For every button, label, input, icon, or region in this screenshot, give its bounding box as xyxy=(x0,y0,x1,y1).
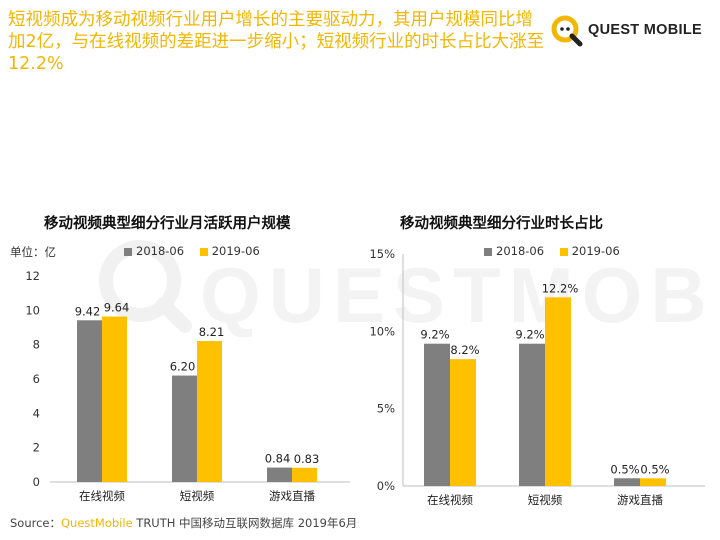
bar xyxy=(545,297,571,486)
x-tick-label: 在线视频 xyxy=(427,493,473,507)
bar xyxy=(519,343,545,486)
left-chart-title: 移动视频典型细分行业月活跃用户规模 xyxy=(44,216,291,232)
x-tick-label: 游戏直播 xyxy=(617,493,663,507)
left-unit-label: 单位：亿 xyxy=(10,245,56,259)
legend-label-2018: 2018-06 xyxy=(496,244,545,258)
y-tick-label: 2 xyxy=(33,441,40,455)
data-label: 9.64 xyxy=(104,301,130,315)
legend-item-2019: 2019-06 xyxy=(559,244,620,258)
y-tick-label: 8 xyxy=(33,338,40,352)
logo-text: QUEST MOBILE xyxy=(588,22,702,38)
source-rest: TRUTH 中国移动互联网数据库 2019年6月 xyxy=(132,516,358,530)
data-label: 0.5% xyxy=(640,462,669,476)
bar xyxy=(267,467,292,482)
source-brand: QuestMobile xyxy=(61,516,133,530)
y-tick-label: 10% xyxy=(369,324,395,338)
y-tick-label: 4 xyxy=(33,406,40,420)
headline: 短视频成为移动视频行业用户增长的主要驱动力，其用户规模同比增加2亿，与在线视频的… xyxy=(8,10,545,74)
left-bar-chart: 0 2 4 6 8 10 12 9.42 9.64 在线视频 6.20 8.21 短视频 0.84 0.83… xyxy=(25,269,350,503)
source-prefix: Source： xyxy=(10,516,61,530)
left-legend: 2018-06 2019-06 xyxy=(124,244,272,258)
y-tick-label: 0% xyxy=(377,479,395,493)
bar xyxy=(77,320,102,482)
bar xyxy=(640,478,666,486)
watermark-q-icon xyxy=(99,240,192,333)
data-label: 8.2% xyxy=(450,343,479,357)
source-note: Source：QuestMobile TRUTH 中国移动互联网数据库 2019… xyxy=(10,515,357,531)
x-tick-label: 短视频 xyxy=(528,493,563,507)
legend-item-2018: 2018-06 xyxy=(484,244,544,258)
x-tick-label: 在线视频 xyxy=(79,489,125,503)
data-label: 6.20 xyxy=(170,360,196,374)
data-label: 0.5% xyxy=(610,462,639,476)
x-tick-label: 游戏直播 xyxy=(269,489,315,503)
legend-item-2019: 2019-06 xyxy=(199,244,260,258)
y-tick-label: 5% xyxy=(377,402,395,416)
y-tick-label: 0 xyxy=(33,475,40,489)
data-label: 9.2% xyxy=(515,328,544,342)
bar xyxy=(450,359,476,486)
data-label: 0.84 xyxy=(265,452,291,466)
y-tick-label: 6 xyxy=(33,372,40,386)
data-label: 9.42 xyxy=(75,304,101,318)
right-chart-title: 移动视频典型细分行业时长占比 xyxy=(400,216,603,232)
bar xyxy=(292,467,317,482)
bar xyxy=(424,343,450,486)
legend-swatch-2019 xyxy=(559,247,568,256)
q-magnifier-logo-icon xyxy=(551,15,583,47)
legend-label-2018: 2018-06 xyxy=(136,244,185,258)
data-label: 9.2% xyxy=(420,328,449,342)
legend-label-2019: 2019-06 xyxy=(211,244,260,258)
x-tick-label: 短视频 xyxy=(180,489,215,503)
y-tick-label: 15% xyxy=(369,247,395,261)
bar xyxy=(197,341,222,482)
data-label: 8.21 xyxy=(199,325,225,339)
bar xyxy=(102,316,127,482)
quest-mobile-logo: QUEST MOBILE xyxy=(550,14,715,48)
bar xyxy=(172,375,197,482)
y-tick-label: 12 xyxy=(25,269,40,283)
legend-swatch-2019 xyxy=(199,247,208,256)
right-legend: 2018-06 2019-06 xyxy=(484,244,632,258)
legend-label-2019: 2019-06 xyxy=(571,244,620,258)
legend-swatch-2018 xyxy=(124,247,132,256)
legend-swatch-2018 xyxy=(484,247,492,256)
bar xyxy=(614,478,640,486)
legend-item-2018: 2018-06 xyxy=(124,244,184,258)
data-label: 12.2% xyxy=(542,281,579,295)
data-label: 0.83 xyxy=(294,452,320,466)
y-tick-label: 10 xyxy=(25,303,40,317)
